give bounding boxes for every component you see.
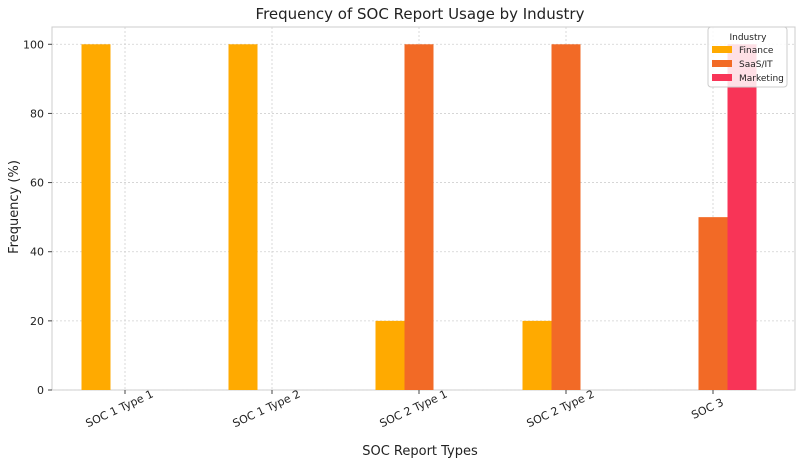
bar-finance-2 — [375, 320, 405, 390]
y-tick-label: 40 — [30, 246, 44, 259]
legend-title: Industry — [729, 33, 767, 43]
bar-saas-it-3 — [551, 44, 581, 391]
legend-frame — [707, 26, 788, 88]
bar-saas-it-2 — [404, 44, 434, 391]
y-tick-label: 60 — [30, 177, 44, 190]
legend-swatch — [712, 60, 732, 67]
y-tick-label: 20 — [30, 315, 44, 328]
legend-label: Marketing — [739, 74, 784, 84]
bar-saas-it-4 — [698, 217, 728, 390]
legend-label: SaaS/IT — [739, 60, 773, 70]
x-axis-label: SOC Report Types — [362, 444, 478, 459]
y-axis-label: Frequency (%) — [7, 160, 22, 254]
y-tick-label: 100 — [23, 38, 44, 51]
chart-title: Frequency of SOC Report Usage by Industr… — [256, 5, 585, 23]
legend-label: Finance — [739, 46, 774, 56]
bar-marketing-4 — [727, 44, 757, 391]
x-tick-label: SOC 2 Type 2 — [525, 387, 597, 430]
legend-items: Finance SaaS/IT Marketing — [712, 46, 784, 84]
bar-finance-3 — [522, 320, 552, 390]
x-tick-label: SOC 1 Type 1 — [84, 387, 156, 430]
bar-finance-1 — [228, 44, 258, 391]
legend-swatch — [712, 46, 732, 53]
bars-layer — [81, 44, 757, 391]
x-tick-label: SOC 1 Type 2 — [231, 387, 303, 430]
y-tick-label: 80 — [30, 107, 44, 120]
x-tick-label: SOC 2 Type 1 — [378, 387, 450, 430]
legend-swatch — [712, 74, 732, 81]
x-tick-label: SOC 3 — [689, 396, 725, 422]
y-tick-label: 0 — [37, 384, 44, 397]
legend: Industry Finance SaaS/IT Marketing — [707, 26, 788, 88]
bar-finance-0 — [81, 44, 111, 391]
